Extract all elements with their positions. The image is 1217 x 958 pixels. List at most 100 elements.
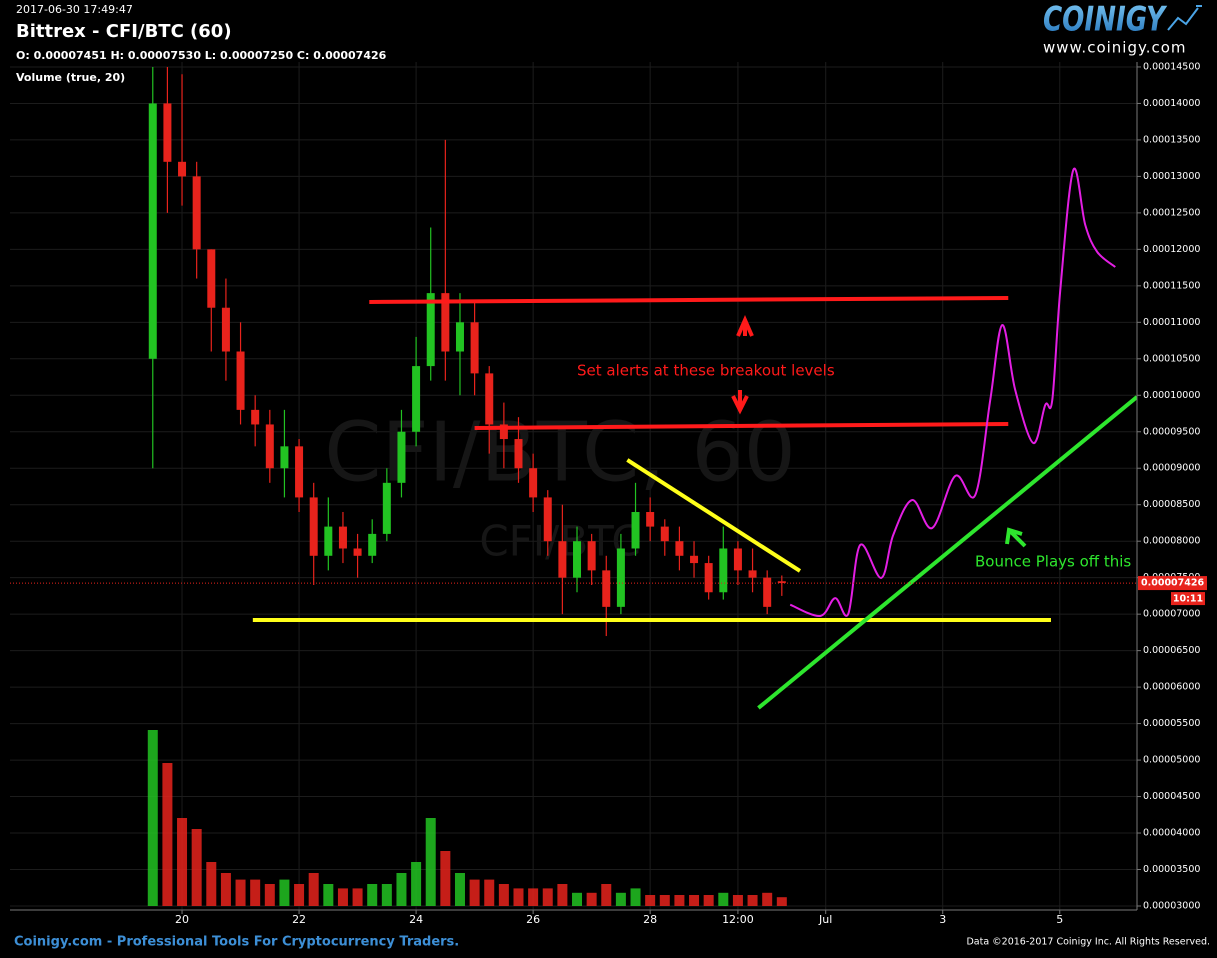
candle-body: [295, 446, 304, 498]
candle-body: [397, 431, 406, 483]
y-tick-label: 0.00004500: [1143, 791, 1200, 802]
volume-bar: [206, 862, 217, 906]
y-tick-label: 0.00013000: [1143, 171, 1200, 182]
volume-bar: [147, 730, 158, 906]
y-tick-label: 0.00007000: [1143, 609, 1200, 620]
y-tick-label: 0.00009500: [1143, 426, 1200, 437]
candle-body: [558, 541, 567, 578]
candle-body: [324, 526, 333, 556]
x-tick-label: 22: [292, 913, 306, 926]
y-tick-label: 0.00003500: [1143, 864, 1200, 875]
volume-bar: [718, 892, 729, 906]
y-tick-label: 0.00011000: [1143, 317, 1200, 328]
annotation: Set alerts at these breakout levels: [577, 362, 835, 380]
candle-body: [338, 526, 347, 549]
volume-bar: [601, 884, 612, 906]
volume-bar: [776, 897, 787, 906]
volume-bar: [337, 888, 348, 906]
timestamp: 2017-06-30 17:49:47: [16, 3, 133, 16]
candle-body: [748, 570, 757, 578]
volume-bar: [762, 892, 773, 906]
volume-bar: [279, 879, 290, 906]
y-tick-label: 0.00005000: [1143, 755, 1200, 766]
volume-bar: [454, 873, 465, 906]
y-tick-label: 0.00014000: [1143, 98, 1200, 109]
ohlc: O: 0.00007451 H: 0.00007530 L: 0.0000725…: [16, 49, 387, 62]
volume-bar: [747, 895, 758, 906]
volume-bar: [528, 888, 539, 906]
candle-body: [675, 541, 684, 556]
y-tick-label: 0.00004000: [1143, 828, 1200, 839]
y-tick-label: 0.00008000: [1143, 536, 1200, 547]
last-price-box: [1138, 576, 1207, 591]
chart-title: Bittrex - CFI/BTC (60): [16, 21, 232, 42]
y-tick-label: 0.00012500: [1143, 207, 1200, 218]
y-tick-label: 0.00010500: [1143, 353, 1200, 364]
x-tick-label: 12:00: [722, 913, 754, 926]
countdown: 10:11: [1173, 594, 1203, 605]
x-tick-label: 20: [175, 913, 189, 926]
y-tick-label: 0.00009000: [1143, 463, 1200, 474]
candle-body: [368, 533, 377, 556]
volume-bar: [396, 873, 407, 906]
candle-body: [485, 373, 494, 425]
x-tick-label: 3: [939, 913, 946, 926]
arrow-down: [731, 390, 749, 415]
candle-body: [514, 439, 523, 469]
candle-body: [733, 548, 742, 571]
volume-bar: [264, 884, 275, 906]
volume-bar: [162, 763, 173, 906]
candle-body: [221, 307, 230, 352]
candle-body: [529, 468, 538, 498]
volume-bar: [177, 818, 188, 906]
candle-body: [602, 570, 611, 607]
candle-body: [412, 366, 421, 432]
candle-body: [719, 548, 728, 593]
volume-bar: [250, 879, 261, 906]
volume-bar: [235, 879, 246, 906]
volume-label: Volume (true, 20): [16, 71, 125, 84]
candle-body: [690, 555, 699, 564]
y-tick-label: 0.00011500: [1143, 280, 1200, 291]
candle-body: [616, 548, 625, 607]
annotation: Bounce Plays off this: [975, 553, 1131, 571]
candle-body: [236, 351, 245, 410]
footer-right: Data ©2016-2017 Coinigy Inc. All Rights …: [966, 937, 1210, 948]
y-tick-label: 0.00014500: [1143, 61, 1200, 72]
candle-body: [353, 548, 362, 556]
volume-bar: [572, 892, 583, 906]
y-tick-label: 0.00003000: [1143, 900, 1200, 911]
volume-bar: [381, 884, 392, 906]
candle-body: [280, 446, 289, 469]
arrow-green: [1005, 527, 1027, 548]
volume-bar: [513, 888, 524, 906]
volume-bar: [484, 879, 495, 906]
candle-body: [543, 497, 552, 542]
volume-bar: [191, 829, 202, 906]
volume-bar: [615, 892, 626, 906]
volume-bar: [542, 888, 553, 906]
volume-bar: [630, 888, 641, 906]
candle-body: [163, 103, 172, 162]
x-tick-label: 5: [1056, 913, 1063, 926]
candle-body: [441, 293, 450, 352]
volume-bar: [352, 888, 363, 906]
x-tick-label: 26: [526, 913, 540, 926]
axes: 0.00003000 0.00003500 0.00004000 0.00004500…: [10, 61, 1207, 926]
volume-bar: [703, 895, 714, 906]
candle-body: [573, 541, 582, 578]
trend-line: [757, 395, 1137, 710]
candle-body: [777, 581, 786, 584]
candle-body: [148, 103, 157, 359]
volume-bar: [294, 884, 305, 906]
volume-bar: [674, 895, 685, 906]
candle-body: [426, 293, 435, 367]
volume-bar: [659, 895, 670, 906]
x-tick-label: 24: [409, 913, 423, 926]
candle-body: [660, 526, 669, 542]
logo: COINIGY: [1043, 0, 1168, 40]
volume-bar: [323, 884, 334, 906]
logo-url: www.coinigy.com: [1043, 39, 1187, 57]
volume-bar: [425, 818, 436, 906]
